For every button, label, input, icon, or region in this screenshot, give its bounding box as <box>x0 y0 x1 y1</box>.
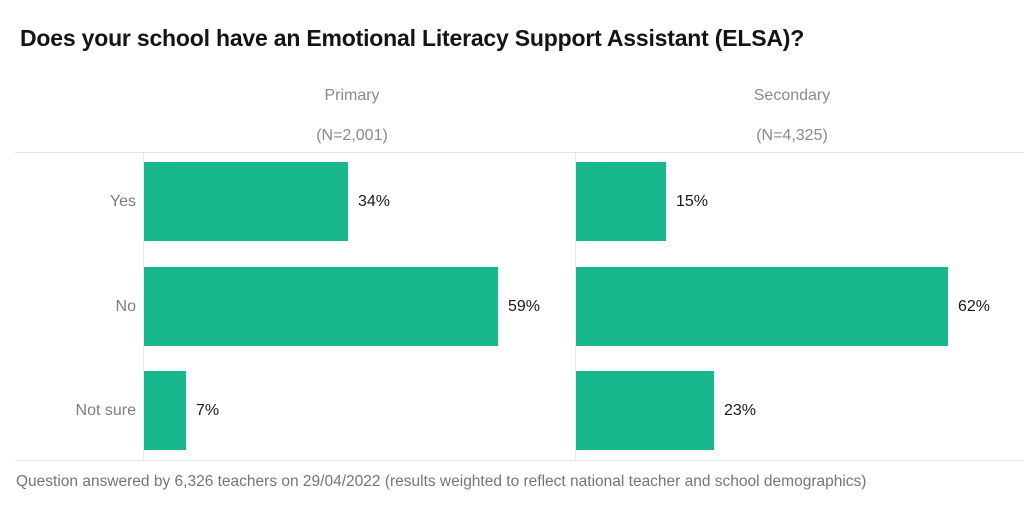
value-label-secondary-not-sure: 23% <box>724 401 757 419</box>
panel-header-primary: Primary (N=2,001) <box>202 88 502 144</box>
panel-n-primary: (N=2,001) <box>316 127 388 144</box>
category-label-not-sure: Not sure <box>75 401 136 419</box>
bar-primary-yes <box>144 162 348 241</box>
plot-bottom-rule <box>15 460 1024 461</box>
value-label-primary-not-sure: 7% <box>196 401 220 419</box>
bar-secondary-no <box>576 267 948 346</box>
value-label-secondary-yes: 15% <box>676 192 709 210</box>
panel-header-secondary: Secondary (N=4,325) <box>642 88 942 144</box>
category-label-yes: Yes <box>109 192 136 210</box>
chart-title: Does your school have an Emotional Liter… <box>20 25 805 51</box>
panel-label-secondary: Secondary <box>753 87 831 104</box>
value-label-secondary-no: 62% <box>958 297 991 315</box>
bar-primary-not-sure <box>144 371 186 450</box>
category-label-no: No <box>115 297 136 315</box>
bar-secondary-not-sure <box>576 371 714 450</box>
panel-label-primary: Primary <box>324 87 380 104</box>
plot-top-rule <box>15 152 1024 153</box>
value-label-primary-yes: 34% <box>358 192 391 210</box>
bar-secondary-yes <box>576 162 666 241</box>
axis-line-secondary <box>575 152 576 460</box>
panel-n-secondary: (N=4,325) <box>756 127 828 144</box>
chart-footnote: Question answered by 6,326 teachers on 2… <box>16 473 867 490</box>
bar-primary-no <box>144 267 498 346</box>
value-label-primary-no: 59% <box>508 297 541 315</box>
axis-line-primary <box>143 152 144 460</box>
